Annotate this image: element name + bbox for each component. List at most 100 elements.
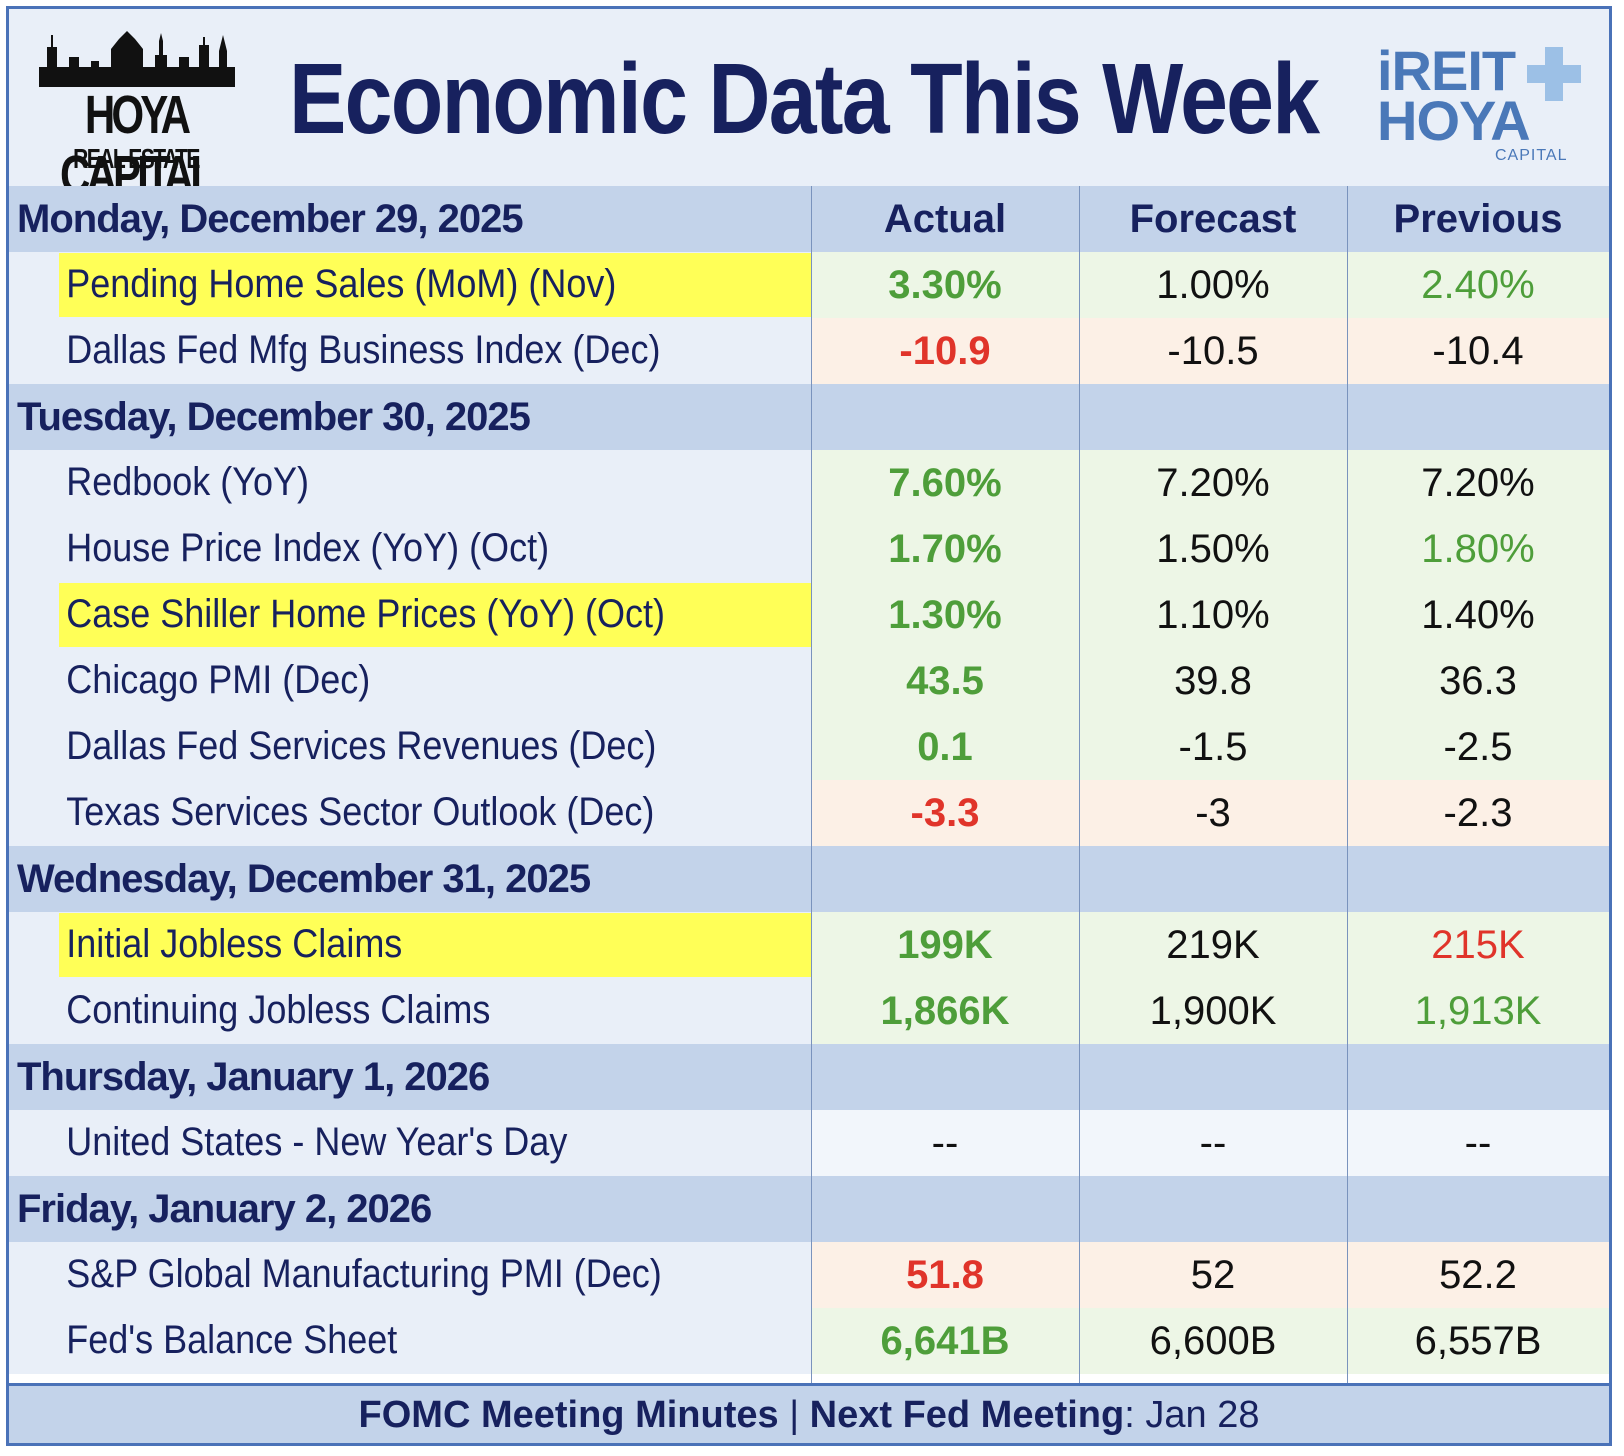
previous-value: -2.5 bbox=[1347, 714, 1609, 780]
table-row: Dallas Fed Mfg Business Index (Dec) -10.… bbox=[9, 318, 1609, 384]
forecast-value: -3 bbox=[1079, 780, 1347, 846]
forecast-value: 6,600B bbox=[1079, 1308, 1347, 1374]
skyline-icon bbox=[39, 31, 235, 87]
day-label: Wednesday, December 31, 2025 bbox=[17, 857, 591, 901]
previous-value: 1,913K bbox=[1347, 978, 1609, 1044]
indicator-cell: S&P Global Manufacturing PMI (Dec) bbox=[9, 1242, 811, 1308]
previous-value: 2.40% bbox=[1347, 252, 1609, 318]
indicator-name: S&P Global Manufacturing PMI (Dec) bbox=[66, 1252, 662, 1296]
previous-value: -2.3 bbox=[1347, 780, 1609, 846]
column-divider bbox=[811, 186, 812, 1383]
table-row: United States - New Year's Day -- -- -- bbox=[9, 1110, 1609, 1176]
table-row: Pending Home Sales (MoM) (Nov) 3.30% 1.0… bbox=[9, 252, 1609, 318]
actual-value: 43.5 bbox=[811, 648, 1079, 714]
footer-note: FOMC Meeting Minutes | Next Fed Meeting:… bbox=[9, 1383, 1609, 1443]
day-label: Friday, January 2, 2026 bbox=[17, 1187, 432, 1231]
actual-value: 0.1 bbox=[811, 714, 1079, 780]
indicator-cell: Continuing Jobless Claims bbox=[9, 978, 811, 1044]
indicator-name: Initial Jobless Claims bbox=[66, 922, 403, 966]
indicator-name: United States - New Year's Day bbox=[66, 1120, 568, 1164]
table-row: House Price Index (YoY) (Oct) 1.70% 1.50… bbox=[9, 516, 1609, 582]
logo-hoya-text: HOYA bbox=[1377, 89, 1531, 152]
actual-value: 1.30% bbox=[811, 582, 1079, 648]
previous-value: 36.3 bbox=[1347, 648, 1609, 714]
column-header-forecast: Forecast bbox=[1129, 197, 1297, 241]
actual-value: 7.60% bbox=[811, 450, 1079, 516]
day-label: Tuesday, December 30, 2025 bbox=[17, 395, 531, 439]
previous-value: -- bbox=[1347, 1110, 1609, 1176]
column-divider bbox=[1079, 186, 1080, 1383]
footer-separator: | bbox=[778, 1394, 810, 1436]
indicator-name: Continuing Jobless Claims bbox=[66, 988, 491, 1032]
table-row: Initial Jobless Claims 199K 219K 215K bbox=[9, 912, 1609, 978]
forecast-value: 219K bbox=[1079, 912, 1347, 978]
day-label: Monday, December 29, 2025 bbox=[17, 197, 524, 241]
economic-data-panel: HOYA CAPITAL REAL ESTATE Economic Data T… bbox=[6, 6, 1612, 1446]
indicator-name: Chicago PMI (Dec) bbox=[66, 658, 371, 702]
actual-value: -- bbox=[811, 1110, 1079, 1176]
logo-ireit-text: iREIT bbox=[1377, 39, 1516, 102]
actual-value: 6,641B bbox=[811, 1308, 1079, 1374]
logo-capital-text: CAPITAL bbox=[1495, 147, 1568, 164]
actual-value: 3.30% bbox=[811, 252, 1079, 318]
indicator-name: Pending Home Sales (MoM) (Nov) bbox=[66, 262, 617, 306]
table-row: Texas Services Sector Outlook (Dec) -3.3… bbox=[9, 780, 1609, 846]
table-row: Continuing Jobless Claims 1,866K 1,900K … bbox=[9, 978, 1609, 1044]
day-row-wednesday: Wednesday, December 31, 2025 bbox=[9, 846, 1609, 912]
indicator-cell: Fed's Balance Sheet bbox=[9, 1308, 811, 1374]
footer-next-meeting-date: : Jan 28 bbox=[1124, 1394, 1260, 1436]
indicator-cell: Dallas Fed Services Revenues (Dec) bbox=[9, 714, 811, 780]
indicator-name: Redbook (YoY) bbox=[66, 460, 310, 504]
forecast-value: -10.5 bbox=[1079, 318, 1347, 384]
indicator-cell: Redbook (YoY) bbox=[9, 450, 811, 516]
indicator-name: House Price Index (YoY) (Oct) bbox=[66, 526, 550, 570]
data-table: Monday, December 29, 2025 Actual Forecas… bbox=[9, 186, 1609, 1374]
highlight-marker bbox=[59, 583, 811, 647]
indicator-name: Fed's Balance Sheet bbox=[66, 1318, 398, 1362]
forecast-value: 1.10% bbox=[1079, 582, 1347, 648]
indicator-name: Dallas Fed Mfg Business Index (Dec) bbox=[66, 328, 661, 372]
column-divider bbox=[1347, 186, 1348, 1383]
forecast-value: 7.20% bbox=[1079, 450, 1347, 516]
actual-value: 1,866K bbox=[811, 978, 1079, 1044]
highlight-marker bbox=[59, 253, 811, 317]
table-row: S&P Global Manufacturing PMI (Dec) 51.8 … bbox=[9, 1242, 1609, 1308]
actual-value: -10.9 bbox=[811, 318, 1079, 384]
previous-value: -10.4 bbox=[1347, 318, 1609, 384]
forecast-value: 52 bbox=[1079, 1242, 1347, 1308]
ireit-hoya-logo: iREIT HOYA CAPITAL bbox=[1377, 39, 1581, 164]
actual-value: -3.3 bbox=[811, 780, 1079, 846]
day-row-thursday: Thursday, January 1, 2026 bbox=[9, 1044, 1609, 1110]
previous-value: 215K bbox=[1347, 912, 1609, 978]
previous-value: 1.80% bbox=[1347, 516, 1609, 582]
table-row: Dallas Fed Services Revenues (Dec) 0.1 -… bbox=[9, 714, 1609, 780]
indicator-cell: Initial Jobless Claims bbox=[9, 912, 811, 978]
hoya-capital-logo: HOYA CAPITAL REAL ESTATE bbox=[31, 27, 241, 205]
day-row-friday: Friday, January 2, 2026 bbox=[9, 1176, 1609, 1242]
indicator-cell: Chicago PMI (Dec) bbox=[9, 648, 811, 714]
indicator-cell: Dallas Fed Mfg Business Index (Dec) bbox=[9, 318, 811, 384]
indicator-name: Case Shiller Home Prices (YoY) (Oct) bbox=[66, 592, 666, 636]
table-row: Chicago PMI (Dec) 43.5 39.8 36.3 bbox=[9, 648, 1609, 714]
day-label: Thursday, January 1, 2026 bbox=[17, 1055, 490, 1099]
column-header-actual: Actual bbox=[883, 197, 1007, 241]
forecast-value: 1.00% bbox=[1079, 252, 1347, 318]
indicator-cell: Texas Services Sector Outlook (Dec) bbox=[9, 780, 811, 846]
previous-value: 52.2 bbox=[1347, 1242, 1609, 1308]
indicator-name: Dallas Fed Services Revenues (Dec) bbox=[66, 724, 657, 768]
indicator-cell: Case Shiller Home Prices (YoY) (Oct) bbox=[9, 582, 811, 648]
forecast-value: -- bbox=[1079, 1110, 1347, 1176]
indicator-cell: Pending Home Sales (MoM) (Nov) bbox=[9, 252, 811, 318]
footer-next-meeting-label: Next Fed Meeting bbox=[809, 1394, 1125, 1436]
day-row-tuesday: Tuesday, December 30, 2025 bbox=[9, 384, 1609, 450]
plus-icon bbox=[1527, 47, 1581, 101]
table-row: Redbook (YoY) 7.60% 7.20% 7.20% bbox=[9, 450, 1609, 516]
actual-value: 51.8 bbox=[811, 1242, 1079, 1308]
table-row: Case Shiller Home Prices (YoY) (Oct) 1.3… bbox=[9, 582, 1609, 648]
indicator-cell: House Price Index (YoY) (Oct) bbox=[9, 516, 811, 582]
indicator-name: Texas Services Sector Outlook (Dec) bbox=[66, 790, 655, 834]
logo-sub-text: REAL ESTATE bbox=[73, 143, 200, 174]
forecast-value: 39.8 bbox=[1079, 648, 1347, 714]
forecast-value: 1,900K bbox=[1079, 978, 1347, 1044]
day-row-monday: Monday, December 29, 2025 Actual Forecas… bbox=[9, 186, 1609, 252]
